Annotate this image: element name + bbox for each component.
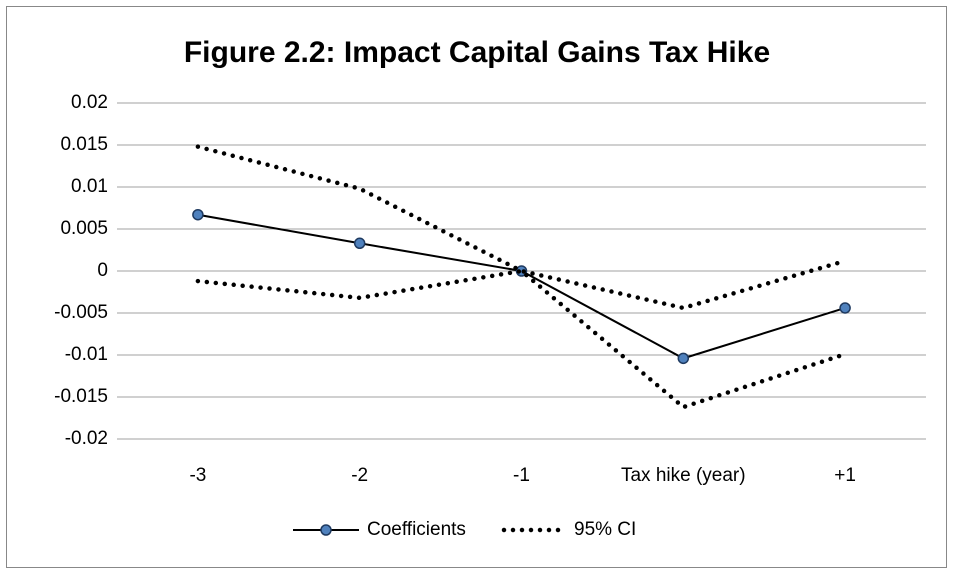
ci-lower-line — [195, 268, 848, 410]
x-tick-label: -1 — [513, 465, 530, 486]
y-tick-label: -0.005 — [54, 302, 108, 323]
x-tick-label: Tax hike (year) — [621, 465, 746, 486]
legend-label: Coefficients — [367, 519, 466, 540]
y-tick-label: -0.02 — [65, 428, 108, 449]
x-tick-label: +1 — [834, 465, 856, 486]
point-marker — [677, 352, 690, 365]
y-tick-label: 0.005 — [60, 218, 108, 239]
legend-label: 95% CI — [574, 519, 636, 540]
y-tick-label: 0 — [97, 260, 108, 281]
y-tick-label: -0.015 — [54, 386, 108, 407]
y-tick-label: 0.015 — [60, 134, 108, 155]
chart-title: Figure 2.2: Impact Capital Gains Tax Hik… — [184, 36, 770, 69]
y-tick-label: 0.01 — [71, 176, 108, 197]
point-marker — [839, 302, 851, 314]
y-tick-label: 0.02 — [71, 92, 108, 113]
y-tick-label: -0.01 — [65, 344, 108, 365]
x-tick-label: -2 — [351, 465, 368, 486]
chart-border — [6, 6, 947, 568]
point-marker — [353, 237, 366, 250]
legend-marker — [320, 524, 332, 536]
point-marker — [192, 208, 204, 221]
x-tick-label: -3 — [189, 465, 206, 486]
